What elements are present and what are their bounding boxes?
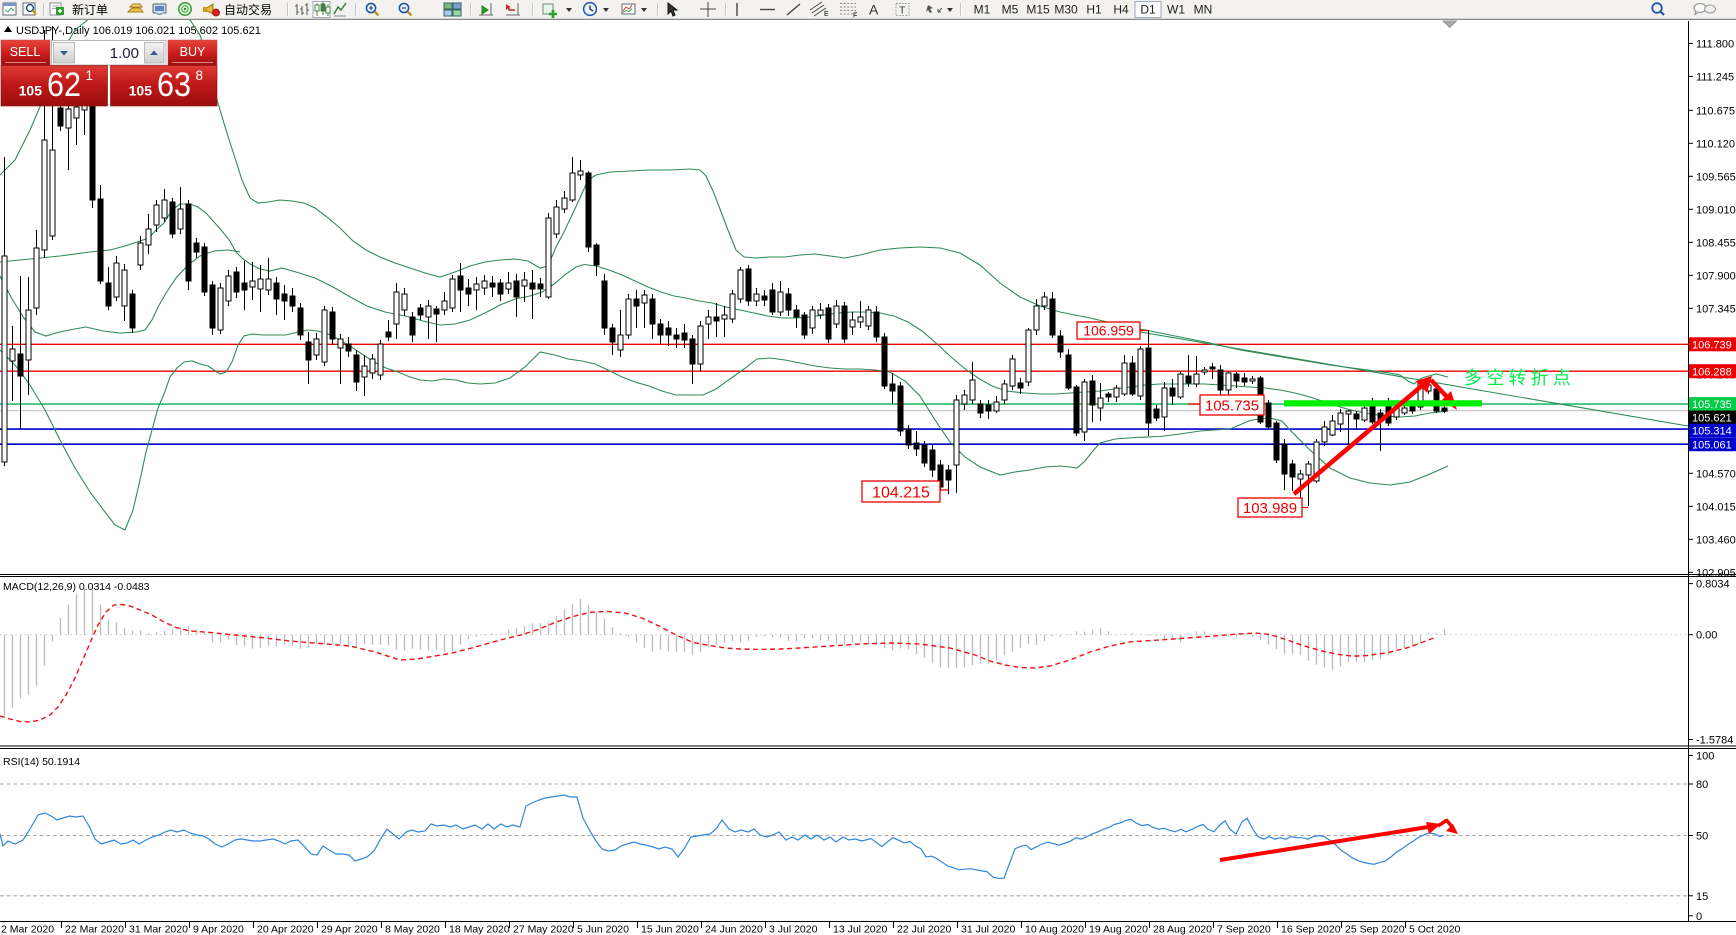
svg-text:SELL: SELL — [10, 45, 41, 59]
svg-text:W1: W1 — [1167, 3, 1185, 17]
svg-text:25 Sep 2020: 25 Sep 2020 — [1345, 924, 1405, 935]
svg-text:62: 62 — [47, 66, 81, 104]
svg-text:109.565: 109.565 — [1696, 171, 1736, 183]
svg-text:T: T — [899, 5, 906, 17]
svg-text:104.215: 104.215 — [872, 484, 930, 501]
svg-text:105.735: 105.735 — [1205, 397, 1259, 414]
svg-text:15: 15 — [1696, 891, 1708, 903]
svg-text:H4: H4 — [1113, 3, 1129, 17]
svg-text:5 Oct 2020: 5 Oct 2020 — [1409, 924, 1461, 935]
svg-text:M15: M15 — [1026, 3, 1050, 17]
svg-text:多空转折点: 多空转折点 — [1464, 368, 1575, 388]
svg-text:8: 8 — [196, 68, 204, 83]
svg-text:105: 105 — [129, 83, 153, 99]
svg-text:-1.5784: -1.5784 — [1696, 735, 1733, 747]
svg-text:100: 100 — [1696, 750, 1714, 762]
svg-text:F: F — [853, 13, 857, 20]
svg-text:110.675: 110.675 — [1696, 105, 1735, 117]
svg-text:E: E — [824, 11, 829, 18]
svg-text:2 Mar 2020: 2 Mar 2020 — [1, 924, 54, 935]
svg-text:28 Aug 2020: 28 Aug 2020 — [1153, 924, 1212, 935]
svg-text:105.314: 105.314 — [1692, 426, 1732, 438]
svg-text:自动交易: 自动交易 — [224, 2, 272, 17]
svg-text:0.00: 0.00 — [1696, 630, 1717, 642]
svg-text:106.739: 106.739 — [1692, 340, 1732, 352]
svg-text:107.345: 107.345 — [1696, 303, 1736, 315]
svg-text:24 Jun 2020: 24 Jun 2020 — [705, 924, 763, 935]
svg-text:108.455: 108.455 — [1696, 237, 1736, 249]
svg-text:5 Jun 2020: 5 Jun 2020 — [577, 924, 629, 935]
svg-text:111.800: 111.800 — [1696, 38, 1734, 50]
svg-text:18 May 2020: 18 May 2020 — [449, 924, 510, 935]
svg-text:16 Sep 2020: 16 Sep 2020 — [1281, 924, 1341, 935]
svg-text:31 Jul 2020: 31 Jul 2020 — [961, 924, 1015, 935]
svg-text:50: 50 — [1696, 831, 1708, 843]
svg-text:BUY: BUY — [180, 45, 206, 59]
svg-text:3 Jul 2020: 3 Jul 2020 — [769, 924, 818, 935]
svg-text:22 Jul 2020: 22 Jul 2020 — [897, 924, 951, 935]
svg-text:8 May 2020: 8 May 2020 — [385, 924, 440, 935]
svg-text:H1: H1 — [1086, 3, 1102, 17]
svg-text:A: A — [869, 2, 879, 18]
svg-text:M5: M5 — [1002, 3, 1019, 17]
svg-text:29 Apr 2020: 29 Apr 2020 — [321, 924, 378, 935]
svg-text:27 May 2020: 27 May 2020 — [513, 924, 574, 935]
svg-text:9 Apr 2020: 9 Apr 2020 — [193, 924, 244, 935]
svg-text:15 Jun 2020: 15 Jun 2020 — [641, 924, 699, 935]
svg-text:104.570: 104.570 — [1696, 468, 1736, 480]
svg-text:13 Jul 2020: 13 Jul 2020 — [833, 924, 887, 935]
svg-text:20 Apr 2020: 20 Apr 2020 — [257, 924, 314, 935]
svg-text:1.00: 1.00 — [110, 45, 139, 62]
svg-text:110.120: 110.120 — [1696, 138, 1735, 150]
svg-text:105.621: 105.621 — [1692, 412, 1732, 424]
svg-text:0: 0 — [1696, 911, 1702, 923]
svg-text:106.959: 106.959 — [1083, 323, 1134, 339]
svg-text:22 Mar 2020: 22 Mar 2020 — [65, 924, 124, 935]
svg-text:31 Mar 2020: 31 Mar 2020 — [129, 924, 188, 935]
svg-text:103.989: 103.989 — [1243, 500, 1297, 517]
svg-text:102.905: 102.905 — [1696, 567, 1736, 579]
svg-text:103.460: 103.460 — [1696, 534, 1736, 546]
svg-text:105: 105 — [19, 83, 43, 99]
svg-text:D1: D1 — [1140, 3, 1156, 17]
svg-text:0.8034: 0.8034 — [1696, 579, 1730, 591]
svg-text:109.010: 109.010 — [1696, 204, 1736, 216]
svg-text:111.245: 111.245 — [1696, 71, 1734, 83]
svg-text:104.015: 104.015 — [1696, 501, 1736, 513]
svg-text:1: 1 — [86, 68, 94, 83]
svg-text:107.900: 107.900 — [1696, 270, 1736, 282]
svg-text:19 Aug 2020: 19 Aug 2020 — [1089, 924, 1148, 935]
svg-text:10 Aug 2020: 10 Aug 2020 — [1025, 924, 1084, 935]
svg-text:M30: M30 — [1054, 3, 1078, 17]
svg-text:105.061: 105.061 — [1692, 439, 1732, 451]
svg-text:MN: MN — [1194, 3, 1213, 17]
svg-text:7 Sep 2020: 7 Sep 2020 — [1217, 924, 1271, 935]
svg-text:105.735: 105.735 — [1692, 399, 1732, 411]
svg-text:RSI(14) 50.1914: RSI(14) 50.1914 — [3, 756, 80, 768]
svg-text:63: 63 — [157, 66, 191, 104]
svg-text:新订单: 新订单 — [72, 2, 108, 17]
svg-text:80: 80 — [1696, 779, 1708, 791]
svg-text:MACD(12,26,9) 0.0314 -0.0483: MACD(12,26,9) 0.0314 -0.0483 — [3, 581, 150, 593]
svg-text:M1: M1 — [974, 3, 991, 17]
svg-text:106.288: 106.288 — [1692, 366, 1732, 378]
